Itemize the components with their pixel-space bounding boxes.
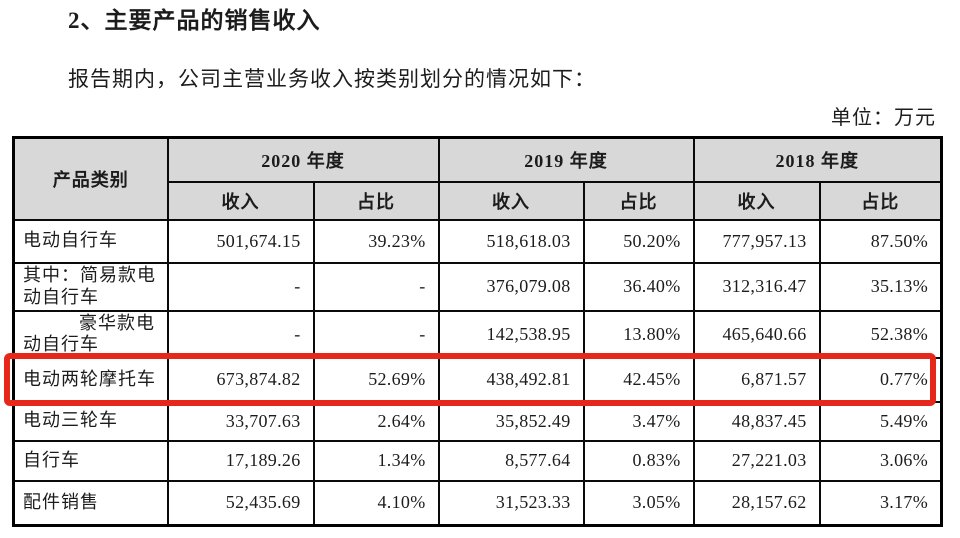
table-row-highlighted: 电动两轮摩托车 673,874.82 52.69% 438,492.81 42.… xyxy=(12,356,943,403)
table-row: 配件销售 52,435.69 4.10% 31,523.33 3.05% 28,… xyxy=(12,479,943,527)
cell-value: - xyxy=(312,309,440,359)
col-header-share-2018: 占比 xyxy=(818,180,943,221)
cell-value: 28,157.62 xyxy=(692,479,821,527)
cell-value: 31,523.33 xyxy=(437,479,585,527)
cell-value: 39.23% xyxy=(312,218,440,264)
col-header-year-2019: 2019 年度 xyxy=(437,136,695,183)
table-row: 其中：简易款电动自行车 - - 376,079.08 36.40% 312,31… xyxy=(12,261,943,312)
cell-value: 35,852.49 xyxy=(437,400,585,442)
cell-value: 52.38% xyxy=(818,309,943,359)
cell-category: 自行车 xyxy=(12,439,169,482)
cell-value: 3.17% xyxy=(818,479,943,527)
cell-value: 2.64% xyxy=(312,400,440,442)
cell-value: 87.50% xyxy=(818,218,943,264)
cell-value: 673,874.82 xyxy=(166,356,315,403)
cell-value: 0.77% xyxy=(818,356,943,403)
col-header-year-2020: 2020 年度 xyxy=(166,136,440,183)
cell-value: 36.40% xyxy=(582,261,695,312)
intro-text: 报告期内，公司主营业务收入按类别划分的情况如下： xyxy=(68,67,596,91)
cell-value: 501,674.15 xyxy=(166,218,315,264)
cell-value: 33,707.63 xyxy=(166,400,315,442)
table-row: 自行车 17,189.26 1.34% 8,577.64 0.83% 27,22… xyxy=(12,439,943,482)
col-header-share-2019: 占比 xyxy=(582,180,695,221)
cell-category: 其中：简易款电动自行车 xyxy=(12,261,169,312)
cell-category: 电动自行车 xyxy=(12,218,169,264)
table-body: 电动自行车 501,674.15 39.23% 518,618.03 50.20… xyxy=(12,218,943,527)
cell-value: 5.49% xyxy=(818,400,943,442)
col-header-revenue-2019: 收入 xyxy=(437,180,585,221)
cell-value: 27,221.03 xyxy=(692,439,821,482)
cell-value: 52,435.69 xyxy=(166,479,315,527)
cell-category: 配件销售 xyxy=(12,479,169,527)
cell-category: 电动两轮摩托车 xyxy=(12,356,169,403)
table-row: 电动三轮车 33,707.63 2.64% 35,852.49 3.47% 48… xyxy=(12,400,943,442)
cell-value: 8,577.64 xyxy=(437,439,585,482)
table-row: 电动自行车 501,674.15 39.23% 518,618.03 50.20… xyxy=(12,218,943,264)
col-header-year-2018: 2018 年度 xyxy=(692,136,943,183)
col-header-category: 产品类别 xyxy=(12,136,169,221)
cell-value: 3.06% xyxy=(818,439,943,482)
cell-value: 312,316.47 xyxy=(692,261,821,312)
cell-value: 42.45% xyxy=(582,356,695,403)
revenue-table: 产品类别 2020 年度 2019 年度 2018 年度 收入 占比 收入 占比… xyxy=(12,136,943,527)
table-header: 产品类别 2020 年度 2019 年度 2018 年度 收入 占比 收入 占比… xyxy=(12,136,943,221)
cell-value: 3.47% xyxy=(582,400,695,442)
cell-value: 50.20% xyxy=(582,218,695,264)
cell-value: 13.80% xyxy=(582,309,695,359)
cell-value: 4.10% xyxy=(312,479,440,527)
section-title: 2、主要产品的销售收入 xyxy=(68,8,321,33)
col-header-share-2020: 占比 xyxy=(312,180,440,221)
cell-value: 52.69% xyxy=(312,356,440,403)
cell-value: 1.34% xyxy=(312,439,440,482)
cell-value: 6,871.57 xyxy=(692,356,821,403)
cell-value: 142,538.95 xyxy=(437,309,585,359)
cell-category: 电动三轮车 xyxy=(12,400,169,442)
cell-value: 438,492.81 xyxy=(437,356,585,403)
cell-value: 35.13% xyxy=(818,261,943,312)
cell-value: 48,837.45 xyxy=(692,400,821,442)
cell-value: 3.05% xyxy=(582,479,695,527)
cell-category: 豪华款电动自行车 xyxy=(12,309,169,359)
col-header-revenue-2020: 收入 xyxy=(166,180,315,221)
header-row-metrics: 收入 占比 收入 占比 收入 占比 xyxy=(14,180,943,221)
cell-value: 376,079.08 xyxy=(437,261,585,312)
col-header-revenue-2018: 收入 xyxy=(692,180,821,221)
header-row-years: 产品类别 2020 年度 2019 年度 2018 年度 xyxy=(12,136,943,221)
cell-value: - xyxy=(166,261,315,312)
unit-label: 单位：万元 xyxy=(831,107,936,129)
cell-value: 0.83% xyxy=(582,439,695,482)
cell-value: 465,640.66 xyxy=(692,309,821,359)
cell-value: 777,957.13 xyxy=(692,218,821,264)
cell-value: - xyxy=(312,261,440,312)
cell-value: 518,618.03 xyxy=(437,218,585,264)
cell-value: 17,189.26 xyxy=(166,439,315,482)
table-row: 豪华款电动自行车 - - 142,538.95 13.80% 465,640.6… xyxy=(12,309,943,359)
cell-value: - xyxy=(166,309,315,359)
